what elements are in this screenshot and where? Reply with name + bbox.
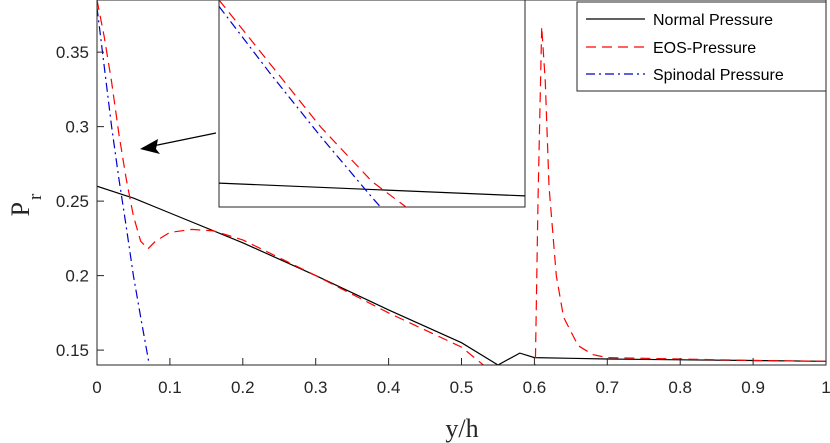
x-tick-label: 0 (92, 378, 101, 397)
x-tick-label: 0.7 (595, 378, 619, 397)
x-tick-label: 0.8 (668, 378, 692, 397)
inset-plot-lines (219, 0, 525, 207)
inset-series-line-normal-pressure (219, 182, 525, 197)
y-tick-label: 0.25 (56, 192, 89, 211)
x-tick-label: 0.9 (741, 378, 765, 397)
series-line-normal-pressure (97, 185, 826, 365)
x-tick-label: 0.4 (377, 378, 401, 397)
x-tick-label: 0.5 (450, 378, 474, 397)
inset-zoom-panel (218, 0, 526, 208)
y-axis-title-main: P (6, 202, 35, 216)
y-tick-label: 0.35 (56, 43, 89, 62)
zoom-arrow (140, 132, 217, 154)
legend-label-spinodal-pressure: Spinodal Pressure (653, 67, 784, 84)
x-tick-label: 0.6 (523, 378, 547, 397)
legend: Normal Pressure EOS-Pressure Spinodal Pr… (576, 1, 827, 92)
x-axis-title: y/h (445, 414, 478, 443)
legend-label-normal-pressure: Normal Pressure (653, 12, 773, 29)
x-tick-label: 0.3 (304, 378, 328, 397)
x-tick-label: 0.2 (231, 378, 255, 397)
main-plot-lines (97, 0, 826, 365)
inset-series-line-spinodal-pressure (219, 6, 382, 207)
series-line-spinodal-pressure (97, 7, 150, 365)
inset-background (218, 0, 526, 208)
y-axis-title: Pr (6, 193, 46, 216)
y-tick-label: 0.3 (65, 118, 89, 137)
series-line-eos-pressure (97, 0, 826, 365)
y-tick-label: 0.2 (65, 267, 89, 286)
x-tick-label: 0.1 (158, 378, 182, 397)
axis-ticks: 0 0.1 0.2 0.3 0.4 0.5 0.6 0.7 0.8 0.9 1 0.15 0.2 0.25… (56, 43, 830, 397)
inset-series-line-eos-pressure (219, 0, 408, 207)
legend-label-eos-pressure: EOS-Pressure (653, 40, 756, 57)
y-tick-label: 0.15 (56, 341, 89, 360)
x-tick-label: 1 (821, 378, 830, 397)
zoom-arrow-head (140, 139, 160, 154)
y-axis-title-subscript: r (25, 193, 46, 200)
